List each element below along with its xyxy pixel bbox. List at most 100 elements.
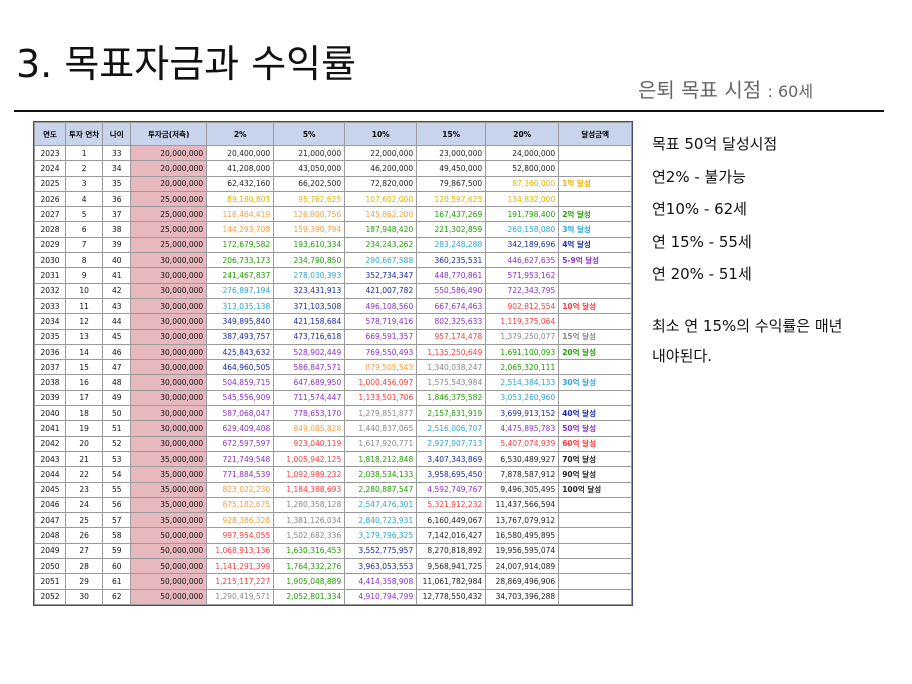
cell-col-5pct: 849,085,828 (273, 420, 346, 437)
table-row: 2024 2 34 20,000,000 41,208,000 43,050,000 46,… (34, 160, 633, 177)
cell-col-investment: 25,000,000 (130, 206, 208, 223)
cell-col-5pct: 473,716,618 (273, 328, 346, 345)
cell-col-10pct: 669,591,357 (344, 328, 418, 345)
cell-col-5pct: 66,202,500 (273, 175, 346, 192)
cell-col-5pct: 126,800,756 (273, 206, 346, 223)
cell-col-year: 2046 (34, 496, 66, 514)
cell-col-2pct: 721,749,548 (206, 450, 275, 468)
cell-col-year: 2033 (34, 297, 66, 315)
cell-col-2pct: 116,464,419 (206, 206, 275, 223)
cell-col-investment: 25,000,000 (130, 221, 208, 238)
cell-col-investment: 30,000,000 (130, 313, 208, 330)
cell-col-2pct: 997,954,055 (206, 527, 275, 544)
cell-col-10pct: 145,862,200 (344, 206, 418, 223)
cell-col-15pct: 360,235,531 (416, 252, 487, 269)
cell-col-10pct: 1,000,456,097 (344, 374, 418, 391)
cell-col-age: 60 (102, 558, 132, 575)
cell-col-invest-year: 20 (64, 435, 104, 452)
cell-col-achievement: 90억 달성 (558, 466, 633, 483)
table-row: 2042 20 52 30,000,000 672,597,597 923,040,119… (34, 435, 633, 452)
cell-col-achievement: 20억 달성 (558, 343, 633, 361)
cell-col-15pct: 1,846,375,582 (416, 389, 487, 407)
cell-col-2pct: 425,843,632 (206, 343, 275, 361)
cell-col-invest-year: 19 (64, 420, 104, 437)
cell-col-15pct: 1,135,250,649 (416, 343, 487, 361)
cell-col-achievement (558, 496, 633, 514)
cell-col-investment: 30,000,000 (130, 435, 208, 452)
cell-col-invest-year: 10 (64, 282, 104, 299)
cell-col-achievement: 70억 달성 (558, 450, 633, 468)
cell-col-invest-year: 24 (64, 496, 104, 514)
cell-col-investment: 35,000,000 (130, 450, 208, 468)
cell-col-20pct: 24,007,914,089 (485, 558, 560, 575)
cell-col-20pct: 5,407,074,939 (485, 435, 560, 452)
cell-col-investment: 30,000,000 (130, 389, 208, 407)
table-row: 2028 6 38 25,000,000 144,293,708 159,390,794 1… (34, 221, 633, 238)
cell-col-achievement (558, 512, 633, 529)
cell-col-20pct: 446,627,635 (485, 252, 560, 269)
cell-col-10pct: 578,719,416 (344, 313, 418, 330)
page-title: 3. 목표자금과 수익률 (16, 42, 357, 86)
cell-col-15pct: 8,270,818,892 (416, 542, 487, 560)
table-row: 2036 14 46 30,000,000 425,843,632 528,902,449… (34, 343, 633, 361)
cell-col-investment: 30,000,000 (130, 328, 208, 345)
cell-col-2pct: 1,215,117,227 (206, 573, 275, 590)
header-col-20pct: 20% (485, 122, 560, 146)
cell-col-20pct: 1,379,250,077 (485, 328, 560, 345)
cell-col-15pct: 7,142,016,427 (416, 527, 487, 544)
cell-col-age: 58 (102, 527, 132, 544)
note-line: 연10% - 62세 (652, 200, 747, 218)
table-row: 2051 29 61 50,000,000 1,215,117,227 1,905,048… (34, 573, 633, 590)
cell-col-20pct: 3,699,913,152 (485, 405, 560, 422)
cell-col-15pct: 4,592,749,767 (416, 481, 487, 498)
cell-col-10pct: 352,734,347 (344, 267, 418, 284)
cell-col-invest-year: 22 (64, 466, 104, 483)
cell-col-invest-year: 3 (64, 175, 104, 192)
cell-col-age: 52 (102, 435, 132, 452)
cell-col-2pct: 545,556,909 (206, 389, 275, 407)
cell-col-15pct: 448,770,861 (416, 267, 487, 284)
table-row: 2025 3 35 20,000,000 62,432,160 66,202,500 72,… (34, 175, 633, 192)
cell-col-investment: 50,000,000 (130, 542, 208, 560)
cell-col-age: 34 (102, 160, 132, 177)
cell-col-5pct: 193,610,334 (273, 236, 346, 254)
header-col-invest-year: 투자 연차 (64, 122, 104, 146)
cell-col-2pct: 771,884,539 (206, 466, 275, 483)
cell-col-invest-year: 23 (64, 481, 104, 498)
cell-col-year: 2045 (34, 481, 66, 498)
cell-col-10pct: 2,280,887,547 (344, 481, 418, 498)
cell-col-year: 2038 (34, 374, 66, 391)
cell-col-2pct: 928,386,328 (206, 512, 275, 529)
cell-col-15pct: 49,450,000 (416, 160, 487, 177)
cell-col-5pct: 234,790,850 (273, 252, 346, 269)
cell-col-investment: 25,000,000 (130, 236, 208, 254)
cell-col-investment: 50,000,000 (130, 573, 208, 590)
cell-col-5pct: 1,092,989,232 (273, 466, 346, 483)
cell-col-10pct: 2,547,476,301 (344, 496, 418, 514)
table-row: 2045 23 55 35,000,000 823,022,230 1,184,388,6… (34, 481, 633, 498)
cell-col-5pct: 778,653,170 (273, 405, 346, 422)
cell-col-age: 43 (102, 297, 132, 315)
cell-col-age: 48 (102, 374, 132, 391)
table-row: 2035 13 45 30,000,000 387,493,757 473,716,618… (34, 328, 633, 345)
cell-col-invest-year: 1 (64, 144, 104, 162)
cell-col-achievement (558, 359, 633, 376)
cell-col-investment: 50,000,000 (130, 558, 208, 575)
cell-col-20pct: 4,475,895,783 (485, 420, 560, 437)
cell-col-2pct: 172,679,582 (206, 236, 275, 254)
table-row: 2032 10 42 30,000,000 276,897,194 323,431,913… (34, 282, 633, 299)
title-divider (14, 110, 884, 112)
cell-col-investment: 50,000,000 (130, 588, 208, 605)
cell-col-year: 2042 (34, 435, 66, 452)
cell-col-15pct: 2,157,831,919 (416, 405, 487, 422)
header-col-achievement: 달성금액 (558, 122, 633, 146)
cell-col-year: 2031 (34, 267, 66, 284)
cell-col-20pct: 3,053,260,960 (485, 389, 560, 407)
cell-col-age: 44 (102, 313, 132, 330)
cell-col-10pct: 3,963,053,553 (344, 558, 418, 575)
cell-col-5pct: 323,431,913 (273, 282, 346, 299)
cell-col-year: 2052 (34, 588, 66, 605)
cell-col-achievement (558, 573, 633, 590)
cell-col-10pct: 22,000,000 (344, 144, 418, 162)
cell-col-achievement (558, 282, 633, 299)
